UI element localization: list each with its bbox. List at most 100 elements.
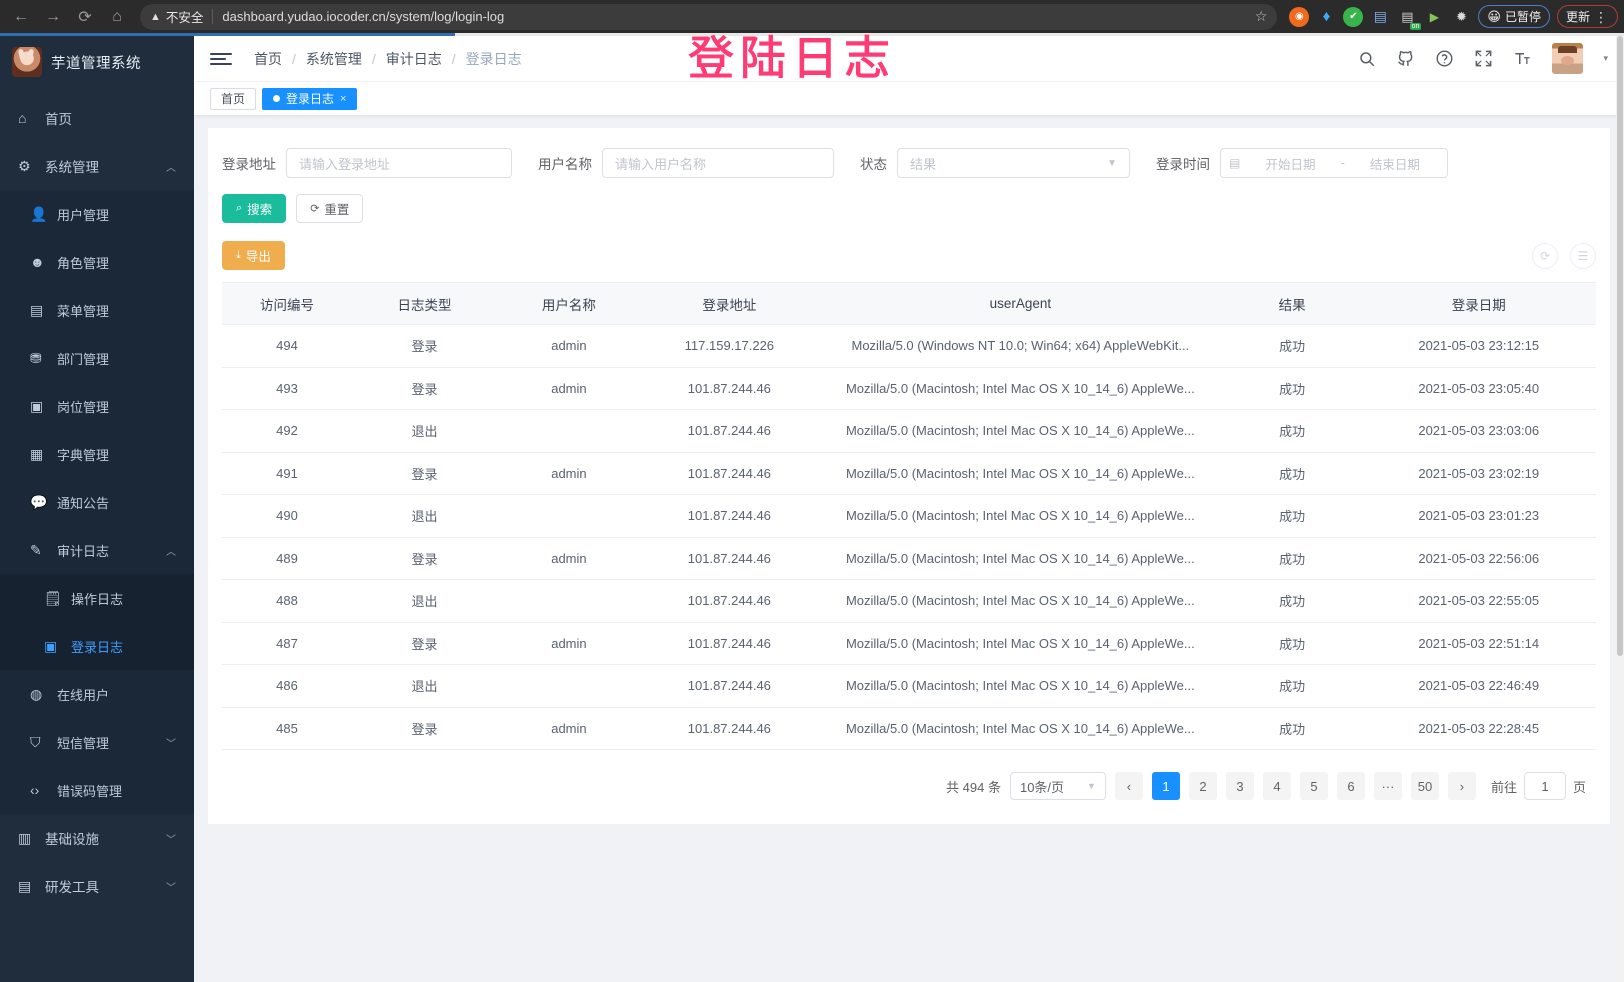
date-start-placeholder[interactable]: 开始日期 — [1265, 157, 1316, 172]
scrollbar-thumb[interactable] — [1617, 36, 1623, 656]
table-row[interactable]: 492 退出 101.87.244.46 Mozilla/5.0 (Macint… — [222, 409, 1596, 453]
sidebar-item-notice[interactable]: 💬 通知公告 — [0, 478, 194, 526]
breadcrumb-item-system[interactable]: 系统管理 — [305, 50, 362, 67]
tab-home[interactable]: 首页 — [210, 87, 257, 110]
chevron-up-icon[interactable]: ︿ — [166, 546, 176, 558]
on-badge-extension-icon[interactable]: ▤ on — [1401, 8, 1422, 30]
font-size-icon[interactable] — [1513, 49, 1532, 68]
field-label: 登录时间 — [1156, 157, 1210, 172]
url-text[interactable]: dashboard.yudao.iocoder.cn/system/log/lo… — [222, 9, 505, 24]
pagination-page-4[interactable]: 4 — [1262, 772, 1291, 800]
reload-button[interactable]: ⟳ — [78, 8, 92, 26]
search-button[interactable]: ⌕ 搜索 — [222, 194, 287, 223]
reset-button[interactable]: ⟳ 重置 — [296, 194, 364, 223]
cell-address: 101.87.244.46 — [640, 537, 818, 580]
blue-gem-extension-icon[interactable]: ♦ — [1322, 8, 1331, 25]
sidebar-item-login-log[interactable]: ▣ 登录日志 — [0, 622, 194, 670]
column-settings-round-icon[interactable]: ☰ — [1570, 242, 1596, 269]
chevron-down-icon[interactable]: ﹀ — [166, 882, 176, 894]
sidebar-item-audit-log[interactable]: ✎ 审计日志 ︿ — [0, 526, 194, 574]
column-header-useragent[interactable]: userAgent — [817, 282, 1223, 325]
forward-button[interactable]: → — [45, 7, 61, 25]
pagination-next[interactable]: › — [1447, 772, 1476, 800]
pagination-page-6[interactable]: 6 — [1336, 772, 1365, 800]
table-row[interactable]: 485 登录 admin 101.87.244.46 Mozilla/5.0 (… — [222, 707, 1596, 750]
sidebar-item-dev-tools[interactable]: ▤ 研发工具 ﹀ — [0, 862, 194, 910]
brand[interactable]: 芋道管理系统 — [0, 36, 194, 88]
chevron-up-icon[interactable]: ︿ — [166, 162, 176, 174]
sidebar-item-dictionary-management[interactable]: ▦ 字典管理 — [0, 430, 194, 478]
table-row[interactable]: 491 登录 admin 101.87.244.46 Mozilla/5.0 (… — [222, 452, 1596, 495]
table-row[interactable]: 494 登录 admin 117.159.17.226 Mozilla/5.0 … — [222, 324, 1596, 368]
page-size-select[interactable]: 10条/页 ▼ — [1009, 772, 1106, 800]
page-scrollbar[interactable] — [1616, 36, 1624, 982]
sidebar-item-post-management[interactable]: ▣ 岗位管理 — [0, 382, 194, 430]
blue-doc-extension-icon[interactable]: ▤ — [1373, 8, 1388, 24]
column-header-type[interactable]: 日志类型 — [352, 282, 497, 325]
table-row[interactable]: 486 退出 101.87.244.46 Mozilla/5.0 (Macint… — [222, 664, 1596, 708]
column-header-result[interactable]: 结果 — [1222, 282, 1362, 325]
table-row[interactable]: 487 登录 admin 101.87.244.46 Mozilla/5.0 (… — [222, 622, 1596, 665]
page-load-progress — [0, 33, 1624, 36]
sidebar-item-role-management[interactable]: ☻ 角色管理 — [0, 238, 194, 286]
refresh-round-icon[interactable]: ⟳ — [1532, 242, 1558, 269]
column-header-username[interactable]: 用户名称 — [496, 282, 641, 325]
sidebar-item-error-code-management[interactable]: ‹› 错误码管理 — [0, 766, 194, 814]
update-pill[interactable]: 更新 ⋮ — [1556, 5, 1618, 28]
login-time-daterange[interactable]: ▤ 开始日期 - 结束日期 — [1220, 148, 1448, 178]
hamburger-icon[interactable] — [210, 52, 232, 65]
chevron-down-icon[interactable]: ▾ — [1603, 53, 1608, 63]
export-button[interactable]: ⤓ 导出 — [222, 241, 285, 270]
close-icon[interactable]: × — [340, 92, 347, 105]
breadcrumb-item-audit-log[interactable]: 审计日志 — [385, 50, 442, 67]
user-avatar[interactable] — [1552, 43, 1584, 74]
jump-page-input[interactable]: 1 — [1523, 772, 1566, 800]
pagination-ellipsis[interactable]: ··· — [1373, 772, 1402, 800]
puzzle-extension-icon[interactable]: ✹ — [1455, 8, 1467, 24]
sidebar-item-user-management[interactable]: 👤 用户管理 — [0, 190, 194, 238]
column-header-address[interactable]: 登录地址 — [640, 282, 818, 325]
column-header-date[interactable]: 登录日期 — [1361, 282, 1596, 325]
sidebar-item-sms-management[interactable]: ⛉ 短信管理 ﹀ — [0, 718, 194, 766]
address-bar[interactable]: ▲ 不安全 dashboard.yudao.iocoder.cn/system/… — [140, 3, 1278, 30]
pagination-page-50[interactable]: 50 — [1410, 772, 1439, 800]
search-icon[interactable] — [1358, 50, 1376, 68]
login-address-input[interactable]: 请输入登录地址 — [286, 148, 512, 178]
green-check-extension-icon[interactable]: ✔ — [1343, 6, 1364, 27]
sidebar-item-operation-log[interactable]: 🗒 操作日志 — [0, 574, 194, 622]
pagination-page-3[interactable]: 3 — [1225, 772, 1254, 800]
chevron-down-icon[interactable]: ﹀ — [166, 834, 176, 846]
sidebar-item-online-users[interactable]: ◍ 在线用户 — [0, 670, 194, 718]
table-row[interactable]: 493 登录 admin 101.87.244.46 Mozilla/5.0 (… — [222, 367, 1596, 410]
sidebar-item-department-management[interactable]: ⛃ 部门管理 — [0, 334, 194, 382]
pagination-page-2[interactable]: 2 — [1188, 772, 1217, 800]
breadcrumb-item-home[interactable]: 首页 — [254, 50, 282, 67]
pagination-page-5[interactable]: 5 — [1299, 772, 1328, 800]
home-button[interactable]: ⌂ — [112, 7, 122, 25]
back-button[interactable]: ← — [13, 7, 29, 25]
table-row[interactable]: 489 登录 admin 101.87.244.46 Mozilla/5.0 (… — [222, 537, 1596, 580]
paused-status-pill[interactable]: 😀 已暂停 — [1478, 5, 1550, 28]
sidebar-item-system-management[interactable]: ⚙ 系统管理 ︿ — [0, 142, 194, 190]
orange-ring-extension-icon[interactable]: ◉ — [1289, 6, 1310, 27]
date-end-placeholder[interactable]: 结束日期 — [1369, 157, 1420, 172]
help-icon[interactable] — [1435, 49, 1454, 68]
green-play-extension-icon[interactable]: ▶ — [1429, 9, 1440, 24]
sidebar-item-infrastructure[interactable]: ▥ 基础设施 ﹀ — [0, 814, 194, 862]
sidebar-item-menu-management[interactable]: ▤ 菜单管理 — [0, 286, 194, 334]
username-input[interactable]: 请输入用户名称 — [602, 148, 834, 178]
sidebar-item-home[interactable]: ⌂ 首页 — [0, 94, 194, 142]
column-header-id[interactable]: 访问编号 — [222, 282, 353, 325]
star-icon[interactable]: ☆ — [1254, 8, 1268, 24]
table-row[interactable]: 488 退出 101.87.244.46 Mozilla/5.0 (Macint… — [222, 579, 1596, 623]
pagination-page-1[interactable]: 1 — [1151, 772, 1180, 800]
github-icon[interactable] — [1396, 49, 1415, 68]
status-select[interactable]: 结果 ▼ — [897, 148, 1130, 178]
chevron-down-icon[interactable]: ﹀ — [166, 738, 176, 750]
pagination-prev[interactable]: ‹ — [1114, 772, 1143, 800]
chevron-down-icon: ▼ — [1107, 157, 1117, 169]
table-row[interactable]: 490 退出 101.87.244.46 Mozilla/5.0 (Macint… — [222, 494, 1596, 538]
tab-login-log[interactable]: 登录日志 × — [262, 87, 358, 110]
fullscreen-icon[interactable] — [1474, 49, 1493, 68]
kebab-menu-icon[interactable]: ⋮ — [1594, 8, 1609, 25]
